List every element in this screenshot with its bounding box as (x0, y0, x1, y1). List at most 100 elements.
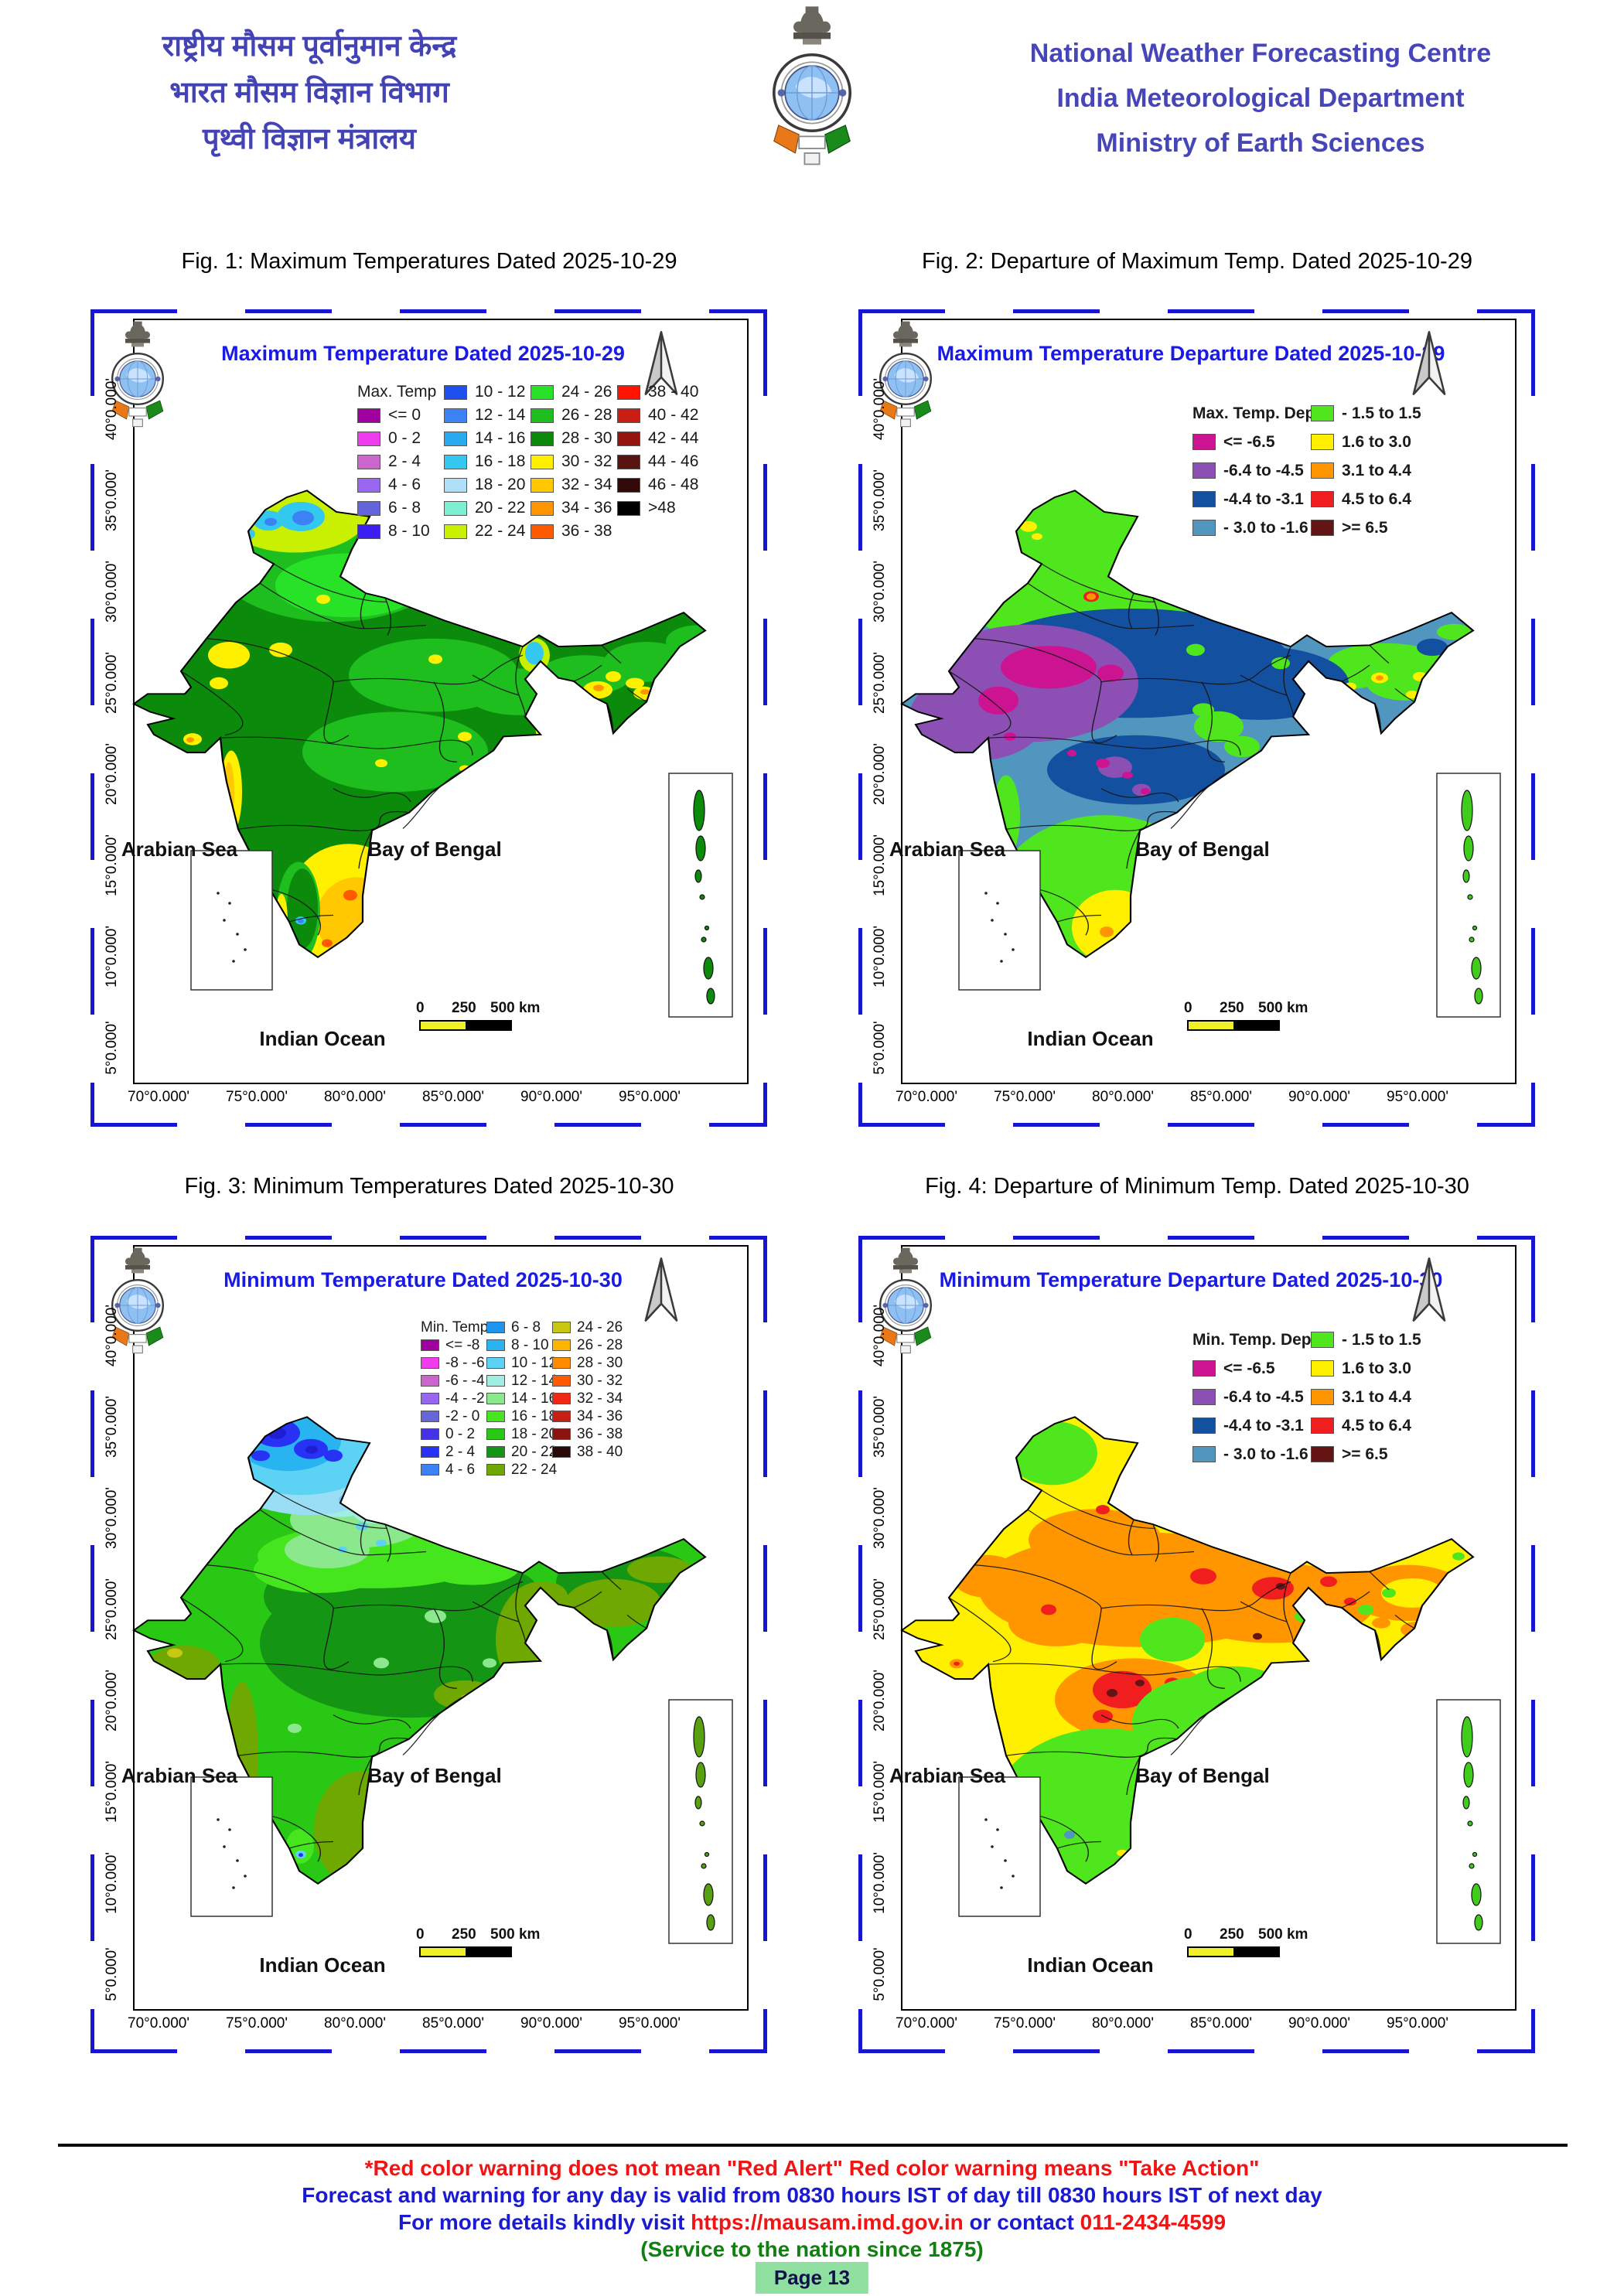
lat-label: 40°0.000' (872, 1305, 888, 1366)
lat-label: 35°0.000' (104, 1396, 120, 1458)
legend-label: 26 - 28 (561, 406, 612, 424)
legend-swatch (552, 1357, 571, 1369)
legend-label: 10 - 12 (511, 1354, 558, 1371)
legend-label: 12 - 14 (475, 406, 526, 424)
header-hindi-line2: भारत मौसम विज्ञान विभाग (169, 77, 449, 109)
scale-250: 250 (452, 1000, 476, 1016)
legend-label: 4 - 6 (445, 1461, 476, 1478)
legend-swatch (486, 1339, 505, 1351)
lat-label: 25°0.000' (872, 652, 888, 714)
mausam-link[interactable]: https://mausam.imd.gov.in (691, 2210, 964, 2234)
legend-label: 14 - 16 (475, 429, 526, 447)
plot-frame (133, 1245, 749, 2011)
frame-right (763, 309, 767, 1127)
legend-swatch (421, 1446, 439, 1458)
lat-label: 30°0.000' (872, 561, 888, 623)
legend-swatch (444, 500, 467, 516)
lon-label: 80°0.000' (324, 1089, 386, 1105)
legend-swatch (444, 431, 467, 446)
legend-swatch (357, 408, 380, 423)
legend-swatch (1311, 491, 1334, 507)
legend-swatch (421, 1411, 439, 1422)
legend-label: -6.4 to -4.5 (1223, 1387, 1304, 1406)
india-map-min-temp-departure (900, 1416, 1501, 1944)
lon-label: 95°0.000' (1387, 1089, 1448, 1105)
frame-bottom (90, 1123, 767, 1127)
legend-label: 20 - 22 (511, 1443, 558, 1460)
north-arrow-icon (1412, 331, 1446, 395)
legend-label: >= 6.5 (1342, 518, 1388, 537)
indian-ocean-label: Indian Ocean (1027, 1027, 1154, 1050)
frame-left (858, 309, 862, 1127)
frame-left (858, 1236, 862, 2053)
scale-0: 0 (1184, 1000, 1192, 1016)
legend-swatch (486, 1357, 505, 1369)
legend-label: 28 - 30 (561, 429, 612, 447)
lon-label: 85°0.000' (422, 2015, 484, 2032)
legend-swatch (1311, 1389, 1334, 1405)
indian-ocean-label: Indian Ocean (259, 1027, 386, 1050)
scale-250: 250 (452, 1926, 476, 1943)
legend-label: 2 - 4 (388, 452, 421, 470)
scale-500: 500 km (1258, 1000, 1308, 1016)
lon-label: 95°0.000' (619, 1089, 681, 1105)
legend-label: 30 - 32 (561, 452, 612, 470)
legend-label: - 3.0 to -1.6 (1223, 1445, 1308, 1463)
lat-label: 10°0.000' (872, 926, 888, 988)
legend-swatch (552, 1375, 571, 1387)
lon-label: 85°0.000' (1190, 1089, 1252, 1105)
legend-swatch (617, 454, 640, 469)
legend-title: Max. Temp. Dep. (1192, 404, 1320, 422)
scale-bar: 0 250 500 km (1184, 1000, 1308, 1035)
legend-label: 18 - 20 (511, 1425, 558, 1442)
lon-label: 70°0.000' (128, 1089, 189, 1105)
scale-bar-graphic (419, 1946, 512, 1957)
map-title: Maximum Temperature Departure Dated 2025… (937, 342, 1445, 365)
lon-label: 80°0.000' (324, 2015, 386, 2032)
legend-swatch (1311, 434, 1334, 450)
footer-contact-line: For more details kindly visit https://ma… (0, 2210, 1624, 2235)
legend-swatch (531, 454, 554, 469)
legend-label: 40 - 42 (648, 406, 699, 424)
lon-label: 70°0.000' (896, 1089, 957, 1105)
legend-swatch (357, 500, 380, 516)
lat-label: 25°0.000' (104, 1578, 120, 1640)
bay-of-bengal-label: Bay of Bengal (367, 1764, 502, 1787)
legend-label: 36 - 38 (561, 522, 612, 540)
lon-label: 85°0.000' (1190, 2015, 1252, 2032)
legend-swatch (1311, 1360, 1334, 1377)
legend-label: 34 - 36 (577, 1407, 623, 1424)
legend-label: 22 - 24 (475, 522, 526, 540)
frame-bottom (858, 1123, 1535, 1127)
plot-frame (901, 319, 1517, 1084)
legend-swatch (444, 408, 467, 423)
legend-min-temp: Min. Temp <= -8 -8 - -6 -6 - -4 -4 - -2 -2 - … (421, 1319, 623, 1479)
header-hindi: राष्ट्रीय मौसम पूर्वानुमान केन्द्र भारत … (93, 23, 526, 162)
legend-title: Min. Temp. Dep. (1192, 1330, 1316, 1349)
legend-min-temp-departure: Min. Temp. Dep. <= -6.5 -6.4 to -4.5 -4.4 t… (1192, 1325, 1429, 1469)
legend-label: >48 (648, 499, 676, 517)
plot-frame (133, 319, 749, 1084)
bay-of-bengal-label: Bay of Bengal (1135, 838, 1270, 861)
legend-label: -8 - -6 (445, 1354, 485, 1371)
legend-swatch (1311, 1446, 1334, 1462)
frame-right (1531, 1236, 1535, 2053)
lat-label: 5°0.000' (104, 1021, 120, 1075)
legend-label: 22 - 24 (511, 1461, 558, 1478)
legend-label: 1.6 to 3.0 (1342, 432, 1411, 451)
contact-phone: 011-2434-4599 (1080, 2210, 1227, 2234)
lat-label: 30°0.000' (104, 1487, 120, 1549)
header-english-line1: National Weather Forecasting Centre (1029, 39, 1492, 68)
figure4-caption: Fig. 4: Departure of Minimum Temp. Dated… (925, 1174, 1469, 1199)
legend-label: 36 - 38 (577, 1425, 623, 1442)
frame-top (858, 1236, 1535, 1240)
legend-swatch (552, 1393, 571, 1404)
legend-label: 14 - 16 (511, 1390, 558, 1407)
legend-swatch (421, 1428, 439, 1440)
lon-label: 80°0.000' (1092, 2015, 1154, 2032)
india-map-max-temp-departure (900, 490, 1501, 1018)
frame-top (858, 309, 1535, 313)
scale-0: 0 (1184, 1926, 1192, 1943)
figure3-caption: Fig. 3: Minimum Temperatures Dated 2025-… (184, 1174, 674, 1199)
